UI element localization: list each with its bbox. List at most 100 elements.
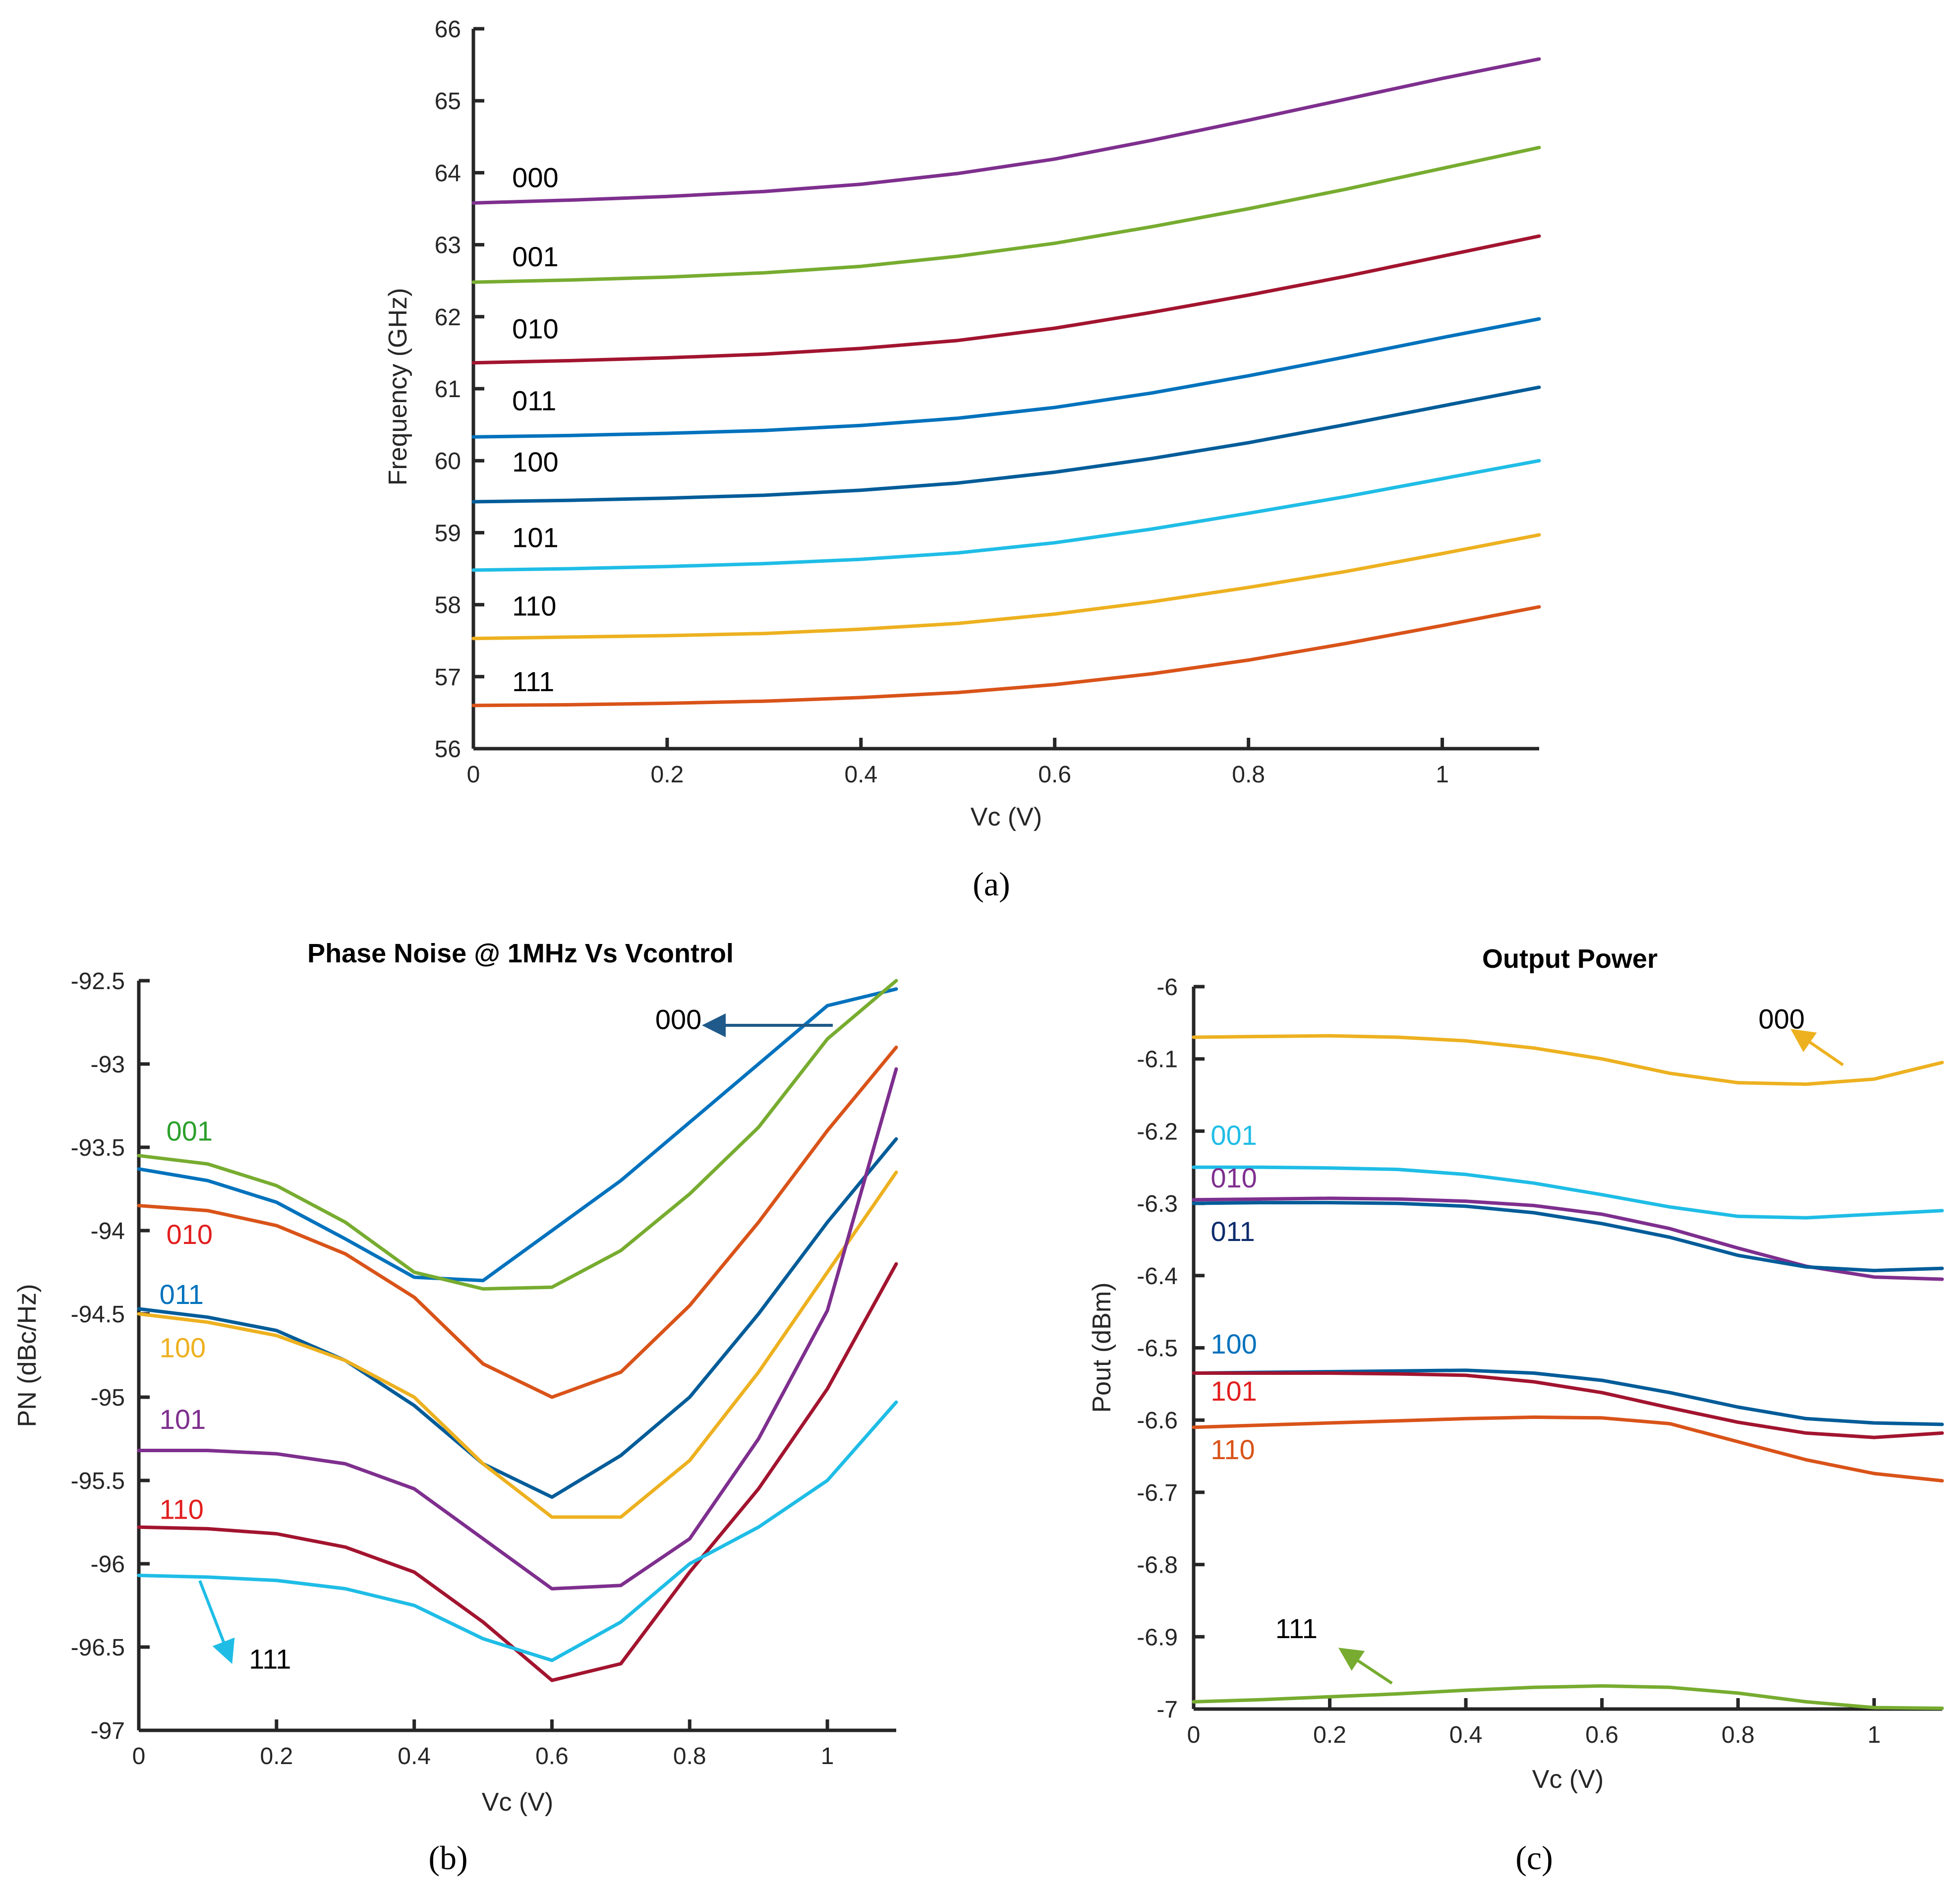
curve-label-100: 100 (160, 1332, 206, 1363)
curve-label-110: 110 (1211, 1434, 1255, 1465)
chart-frequency: (a) 0 0.2 0.4 0.6 0.8 1 56 57 58 59 60 61 62 63 64 65 66… (384, 16, 1541, 903)
series-line-000 (471, 57, 1541, 205)
panel-label-a: (a) (973, 865, 1010, 903)
series-line-110 (471, 533, 1541, 641)
y-axis-label: Frequency (GHz) (384, 288, 412, 486)
curve-label-011: 011 (1211, 1216, 1255, 1247)
x-tick-label: 0 (1187, 1722, 1201, 1748)
x-tick-label: 0.2 (651, 762, 684, 788)
y-tick-label: -96.5 (71, 1635, 125, 1661)
series-line-000 (1192, 1034, 1944, 1086)
y-tick-label: -6.2 (1137, 1119, 1178, 1145)
series-line-011 (1192, 1201, 1944, 1273)
curve-label-110: 110 (512, 590, 556, 621)
y-tick-label: -95.5 (71, 1468, 125, 1494)
x-axis-label: Vc (V) (1532, 1765, 1604, 1794)
y-tick-label: -6.9 (1137, 1624, 1178, 1651)
curve-label-111: 111 (249, 1644, 291, 1675)
x-tick-label: 0.4 (1449, 1722, 1483, 1748)
curve-label-100: 100 (512, 446, 558, 477)
series-line-011 (471, 317, 1541, 439)
x-tick-label: 0.6 (1585, 1722, 1618, 1748)
y-tick-label: -6 (1156, 974, 1178, 1001)
y-tick-label: 58 (435, 592, 461, 619)
y-tick-label: -97 (91, 1718, 125, 1744)
series-line-001 (471, 146, 1541, 284)
arrow-111-c (1338, 1648, 1393, 1685)
x-axis-label: Vc (V) (482, 1788, 553, 1817)
chart-phase-noise: Phase Noise @ 1MHz Vs Vcontrol (b) 0 0.2 0… (13, 939, 898, 1877)
curve-label-010: 010 (1211, 1162, 1257, 1193)
curve-label-101: 101 (512, 522, 558, 553)
series-line-101 (1192, 1371, 1944, 1439)
chart-title-output-power: Output Power (1482, 944, 1658, 974)
x-tick-label: 0.2 (1313, 1722, 1346, 1748)
series-line-100 (471, 385, 1541, 504)
x-tick-label: 1 (1436, 762, 1449, 788)
curve-label-110: 110 (160, 1493, 204, 1525)
arrow-111-b (198, 1580, 235, 1664)
y-tick-label: -6.3 (1137, 1191, 1178, 1217)
curve-label-000: 000 (1758, 1004, 1804, 1035)
y-tick-label: -94.5 (71, 1301, 125, 1328)
y-tick-label: -95 (91, 1385, 125, 1411)
curve-label-000: 000 (512, 162, 558, 193)
y-tick-label: -93 (91, 1052, 125, 1078)
curve-label-111: 111 (512, 666, 554, 697)
curve-label-100: 100 (1211, 1328, 1257, 1359)
series-line-010 (137, 1045, 898, 1399)
curve-label-011: 011 (512, 385, 556, 416)
x-tick-label: 1 (1867, 1722, 1881, 1748)
y-tick-label: 62 (435, 304, 461, 331)
curve-label-010: 010 (167, 1219, 213, 1250)
series-line-101 (471, 459, 1541, 572)
chart-output-power: Output Power (c) 0 0.2 0.4 0.6 0.8 1 -7 -6.9 -6.… (1088, 944, 1944, 1877)
y-tick-label: -92.5 (71, 968, 125, 995)
y-tick-label: -6.1 (1137, 1047, 1178, 1073)
y-tick-label: 59 (435, 520, 461, 546)
x-tick-label: 0.8 (673, 1743, 706, 1770)
series-line-001 (1192, 1165, 1944, 1220)
y-tick-label: 60 (435, 448, 461, 474)
y-tick-label: 56 (435, 736, 461, 763)
series-line-111 (1192, 1684, 1944, 1710)
curve-label-101: 101 (160, 1404, 206, 1435)
x-tick-label: 0.8 (1232, 762, 1265, 788)
y-tick-label: -6.5 (1137, 1336, 1178, 1362)
x-tick-label: 0.6 (1038, 762, 1071, 788)
curve-label-010: 010 (512, 313, 558, 344)
arrow-000-c (1790, 1029, 1844, 1066)
chart-title-phase-noise: Phase Noise @ 1MHz Vs Vcontrol (307, 939, 734, 968)
series-line-001 (137, 979, 898, 1291)
series-line-010 (471, 234, 1541, 365)
series-line-000 (137, 987, 898, 1283)
x-tick-label: 0.6 (535, 1743, 569, 1770)
y-tick-label: 61 (435, 376, 461, 403)
series-line-011 (137, 1137, 898, 1499)
y-tick-label: 65 (435, 88, 461, 115)
x-tick-label: 0.2 (260, 1743, 293, 1770)
x-tick-label: 0.8 (1722, 1722, 1755, 1748)
series-line-110 (1192, 1415, 1944, 1483)
x-tick-label: 0.4 (398, 1743, 431, 1770)
x-tick-label: 0 (132, 1743, 146, 1770)
x-axis-label: Vc (V) (971, 803, 1042, 831)
panel-label-c: (c) (1515, 1839, 1553, 1877)
series-line-111 (137, 1400, 898, 1662)
y-tick-label: -6.7 (1137, 1480, 1178, 1506)
curve-label-011: 011 (160, 1279, 204, 1310)
x-tick-label: 0.4 (844, 762, 877, 788)
y-tick-label: 66 (435, 16, 461, 43)
y-tick-label: 64 (435, 160, 461, 186)
curve-label-000: 000 (655, 1004, 701, 1035)
y-tick-label: -94 (91, 1218, 125, 1244)
curve-label-001: 001 (167, 1116, 213, 1147)
series-line-111 (471, 605, 1541, 708)
y-axis-label: PN (dBc/Hz) (13, 1284, 42, 1427)
x-tick-label: 0 (467, 762, 480, 788)
y-tick-label: -6.8 (1137, 1552, 1178, 1579)
y-tick-label: -6.4 (1137, 1263, 1178, 1290)
y-tick-label: 57 (435, 664, 461, 691)
curve-label-001: 001 (512, 241, 558, 272)
